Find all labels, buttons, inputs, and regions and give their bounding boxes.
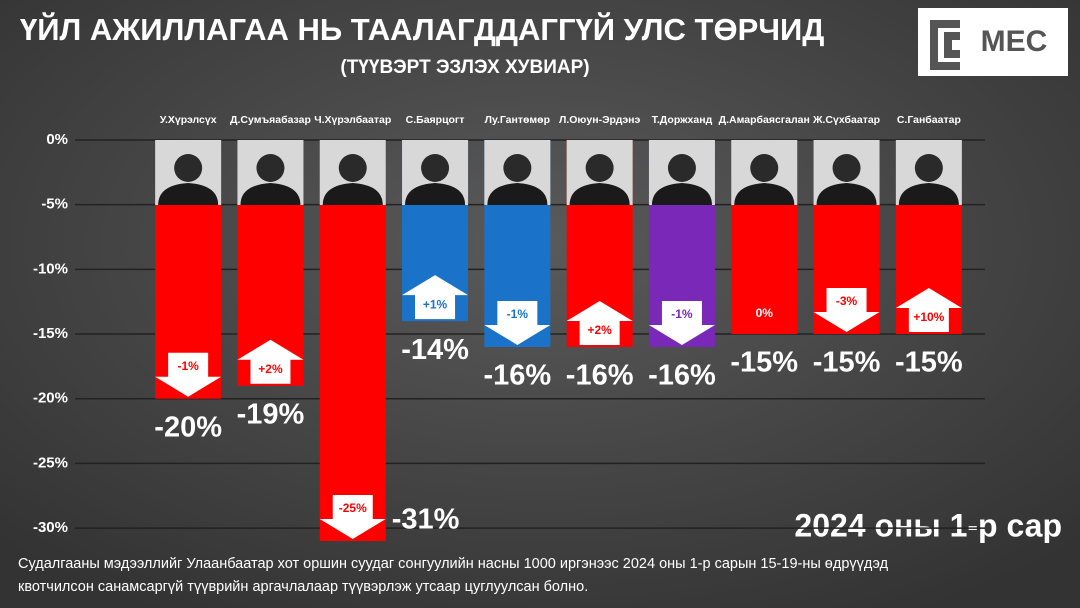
photo-head [421,154,450,182]
photo-body [487,183,548,205]
x-tick-label: Ж.Сүхбаатар [812,114,880,126]
change-arrow [648,300,715,345]
change-label: -1% [177,359,199,373]
y-tick-label: 0% [46,131,68,148]
photo-body [322,183,383,205]
logo-icon [930,20,960,70]
chart-title: ҮЙЛ АЖИЛЛАГАА НЬ ТААЛАГДДАГГҮЙ УЛС ТӨРЧИ… [20,11,824,47]
photo-body [158,183,219,205]
value-label: -16% [566,360,634,392]
change-label: +10% [913,310,944,324]
value-label: -16% [483,360,551,392]
logo: MEC [981,25,1048,58]
value-label: -16% [648,360,716,392]
change-label: +2% [258,362,283,376]
footnote: Судалгааны мэдээллийг Улаанбаатар хот ор… [18,556,889,572]
photo-body [898,183,959,205]
y-tick-label: -15% [33,325,68,342]
value-label: -14% [401,334,469,366]
photo-head [256,154,285,182]
photo-head [914,154,943,182]
change-arrow [319,495,386,539]
change-label: -1% [507,307,529,321]
value-label: -20% [154,411,222,443]
photo-head [667,154,696,182]
x-tick-label: Лу.Гантөмөр [485,114,550,126]
photo-body [816,183,877,205]
y-tick-label: -20% [33,390,68,407]
change-label: -3% [836,294,858,308]
change-label: -25% [339,501,367,515]
x-tick-label: Ч.Хүрэлбаатар [314,114,391,126]
x-tick-label: Д.Амарбаясгалан [719,114,810,126]
photo-head [338,154,367,182]
chart-subtitle: (ТҮҮВЭРТ ЭЗЛЭХ ХУВИАР) [340,57,589,78]
change-label: -1% [671,307,693,321]
footnote: квотчилсон санамсаргүй түүврийн аргачлал… [18,579,588,595]
y-tick-label: -25% [33,454,68,471]
photo-head [174,154,203,182]
x-tick-label: Д.Сумъяабазар [230,114,311,126]
value-label: -19% [237,398,305,430]
photo-head [585,154,614,182]
photo-head [503,154,532,182]
x-tick-label: Т.Доржханд [652,114,713,126]
change-label: +2% [587,323,612,337]
x-tick-label: С.Баярцогт [406,114,465,126]
change-arrow [484,300,551,345]
photo-body [240,183,301,205]
value-label: -31% [392,504,460,536]
x-tick-label: Л.Оюун-Эрдэнэ [559,114,641,126]
value-label: -15% [730,347,798,379]
value-label: -15% [813,347,881,379]
change-arrow [566,300,633,345]
bar [319,140,386,541]
change-arrow [155,352,222,397]
photo-head [750,154,779,182]
y-tick-label: -10% [33,260,68,277]
photo-body [734,183,795,205]
annotation: 2024 оны 1-р сар [794,507,1062,543]
change-label: 0% [756,306,774,320]
photo-head [832,154,861,182]
change-arrow [813,288,880,333]
change-arrow [402,275,469,320]
x-tick-label: С.Ганбаатар [897,114,961,126]
photo-body [569,183,630,205]
photo-body [405,183,466,205]
y-tick-label: -5% [41,196,68,213]
change-arrow [237,339,304,384]
change-label: +1% [423,297,448,311]
change-arrow [895,288,962,333]
x-tick-label: У.Хүрэлсүх [160,114,217,126]
y-tick-label: -30% [33,519,68,536]
value-label: -15% [895,347,963,379]
photo-body [651,183,712,205]
